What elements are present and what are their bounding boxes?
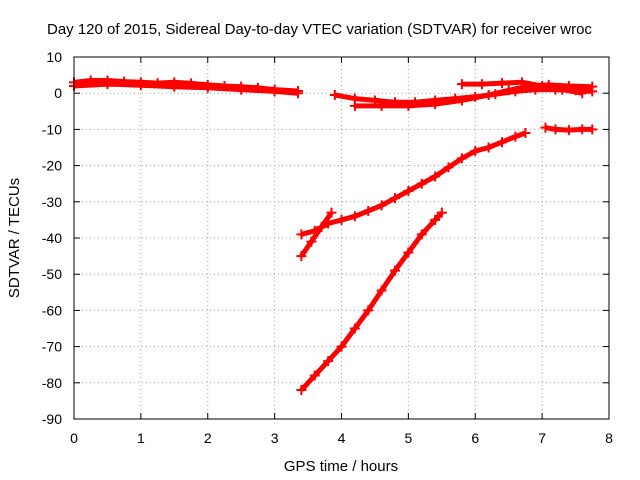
- data-point-marker: [456, 79, 467, 90]
- y-tick-label: -70: [42, 339, 62, 355]
- data-point-marker: [403, 100, 414, 111]
- data-point-marker: [236, 84, 247, 95]
- data-point-marker: [483, 90, 494, 101]
- data-point-marker: [293, 88, 304, 99]
- data-point-marker: [503, 85, 514, 96]
- data-point-marker: [557, 84, 568, 95]
- data-point-marker: [587, 81, 598, 92]
- x-axis-tick-labels: 0 1 2 3 4 5 6 7 8: [70, 430, 613, 446]
- data-point-marker: [497, 78, 507, 89]
- data-point-marker: [470, 146, 481, 157]
- series-line-7: [299, 211, 334, 258]
- y-axis-title: SDTVAR / TECUs: [6, 178, 23, 298]
- y-tick-label: -60: [42, 302, 62, 318]
- data-point-marker: [363, 305, 374, 316]
- data-point-marker: [443, 162, 454, 173]
- data-point-marker: [376, 100, 387, 111]
- data-point-marker: [169, 81, 180, 92]
- data-point-marker: [306, 236, 317, 247]
- data-point-marker: [550, 124, 561, 135]
- data-point-marker: [323, 356, 334, 367]
- data-point-marker: [390, 265, 400, 276]
- data-point-marker: [309, 370, 320, 381]
- data-point-marker: [376, 200, 387, 211]
- chart-title: Day 120 of 2015, Sidereal Day-to-day VTE…: [47, 21, 592, 38]
- data-point-marker: [316, 222, 327, 233]
- data-point-marker: [349, 211, 360, 222]
- data-point-marker: [476, 79, 487, 90]
- data-point-marker: [430, 99, 441, 110]
- x-tick-label: 5: [404, 430, 412, 446]
- y-tick-label: -20: [42, 158, 62, 174]
- y-tick-label: -10: [42, 121, 62, 137]
- series-line-2: [73, 81, 299, 96]
- data-point-marker: [416, 178, 427, 189]
- data-point-marker: [577, 88, 588, 99]
- data-point-marker: [269, 86, 280, 97]
- data-point-marker: [363, 205, 374, 216]
- y-tick-label: -90: [42, 411, 62, 427]
- data-point-marker: [336, 214, 347, 225]
- data-point-marker: [577, 124, 588, 135]
- data-point-marker: [202, 82, 213, 93]
- data-point-marker: [376, 285, 387, 296]
- data-point-marker: [510, 131, 521, 142]
- y-tick-label: -80: [42, 375, 62, 391]
- x-tick-label: 4: [338, 430, 346, 446]
- y-tick-label: -50: [42, 266, 62, 282]
- x-tick-label: 2: [204, 430, 212, 446]
- data-point-marker: [430, 214, 441, 225]
- data-point-marker: [430, 171, 441, 182]
- data-point-marker: [102, 79, 113, 90]
- data-point-marker: [497, 137, 507, 148]
- data-point-marker: [390, 193, 400, 204]
- y-tick-label: -40: [42, 230, 62, 246]
- data-point-marker: [296, 385, 307, 396]
- data-point-marker: [349, 323, 360, 334]
- axis-ticks: [73, 56, 610, 420]
- data-point-marker: [456, 153, 467, 164]
- y-tick-label: -30: [42, 194, 62, 210]
- grid: [74, 57, 609, 419]
- data-point-marker: [456, 95, 467, 106]
- y-tick-label: 0: [54, 85, 62, 101]
- data-point-marker: [329, 90, 340, 101]
- data-point-marker: [537, 80, 548, 91]
- data-point-marker: [436, 207, 447, 218]
- data-point-marker: [336, 341, 347, 352]
- y-tick-label: 10: [46, 49, 62, 65]
- x-tick-label: 0: [70, 430, 78, 446]
- x-tick-label: 7: [538, 430, 546, 446]
- series-line-8: [299, 210, 444, 392]
- data-point-marker: [540, 122, 551, 133]
- data-point-marker: [587, 124, 598, 135]
- data-point-marker: [403, 247, 414, 258]
- x-tick-label: 6: [471, 430, 479, 446]
- data-point-marker: [563, 125, 574, 136]
- data-point-marker: [135, 80, 146, 91]
- data-point-marker: [517, 77, 528, 88]
- data-point-marker: [349, 100, 360, 111]
- x-tick-label: 1: [137, 430, 145, 446]
- x-tick-label: 3: [271, 430, 279, 446]
- data-point-marker: [403, 185, 414, 196]
- data-point-marker: [520, 128, 531, 139]
- data-point-marker: [326, 207, 337, 218]
- data-point-marker: [416, 229, 427, 240]
- y-axis-tick-labels: 10 0 -10 -20 -30 -40 -50 -60 -70 -80 -90: [42, 49, 62, 427]
- data-point-marker: [483, 142, 494, 153]
- data-point-marker: [296, 229, 307, 240]
- series-layer: [69, 75, 598, 396]
- x-tick-label: 8: [605, 430, 613, 446]
- x-axis-title: GPS time / hours: [284, 458, 398, 475]
- data-point-marker: [296, 251, 307, 262]
